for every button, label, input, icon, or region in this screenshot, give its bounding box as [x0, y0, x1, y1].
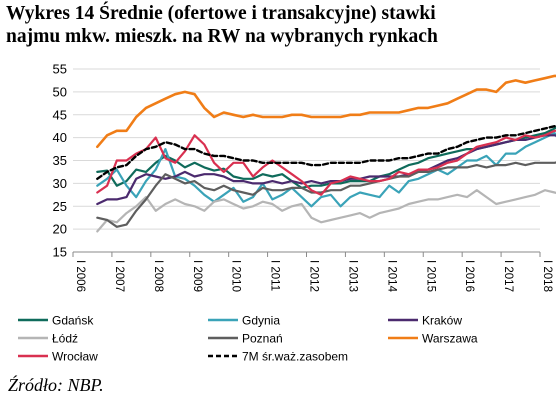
x-tick-label: I 2014 [385, 260, 397, 293]
source-note: Źródło: NBP. [8, 375, 104, 395]
y-tick-label: 40 [53, 130, 67, 145]
y-tick-label: 35 [53, 153, 67, 168]
legend-label: Poznań [242, 332, 283, 346]
legend-label: Gdańsk [52, 314, 94, 328]
legend-label: Kraków [422, 314, 462, 328]
x-tick-label: I 2011 [269, 260, 281, 291]
x-tick-label: I 2013 [346, 260, 358, 292]
legend-label: Warszawa [422, 332, 478, 346]
y-tick-label: 25 [53, 199, 67, 214]
chart-title-line-1: Wykres 14 Średnie (ofertowe i transakcyj… [6, 3, 436, 24]
series-line-7 [96, 124, 556, 181]
y-tick-label: 45 [53, 107, 67, 122]
x-tick-label: I 2012 [308, 260, 320, 292]
legend-label: Wrocław [52, 350, 98, 364]
series-line-6 [96, 129, 556, 196]
legend-label: Łódź [52, 332, 78, 346]
chart-title-line-2: najmu mkw. mieszk. na RW na wybranych ry… [6, 26, 438, 47]
x-tick-label: I 2017 [502, 260, 514, 292]
x-tick-label: I 2008 [152, 260, 164, 292]
series-line-5 [96, 74, 556, 149]
chart-title: Wykres 14 Średnie (ofertowe i transakcyj… [6, 2, 552, 48]
series-line-2 [96, 134, 556, 206]
series-line-3 [96, 189, 556, 233]
legend-label: Gdynia [242, 314, 280, 328]
x-tick-label: I 2015 [424, 260, 436, 292]
x-tick-label: I 2006 [74, 260, 86, 292]
x-tick-label: I 2009 [191, 260, 203, 292]
legend-label: 7M śr.waż.zasobem [242, 350, 348, 364]
y-tick-label: 50 [53, 84, 67, 99]
y-tick-label: 20 [53, 222, 67, 237]
y-tick-label: 15 [53, 245, 67, 260]
y-tick-label: 55 [53, 62, 67, 77]
x-tick-label: I 2018 [541, 260, 553, 292]
x-tick-label: I 2016 [463, 260, 475, 292]
x-tick-label: I 2007 [113, 260, 125, 292]
y-tick-label: 30 [53, 176, 67, 191]
x-tick-label: I 2010 [230, 260, 242, 292]
series-line-4 [96, 161, 556, 228]
